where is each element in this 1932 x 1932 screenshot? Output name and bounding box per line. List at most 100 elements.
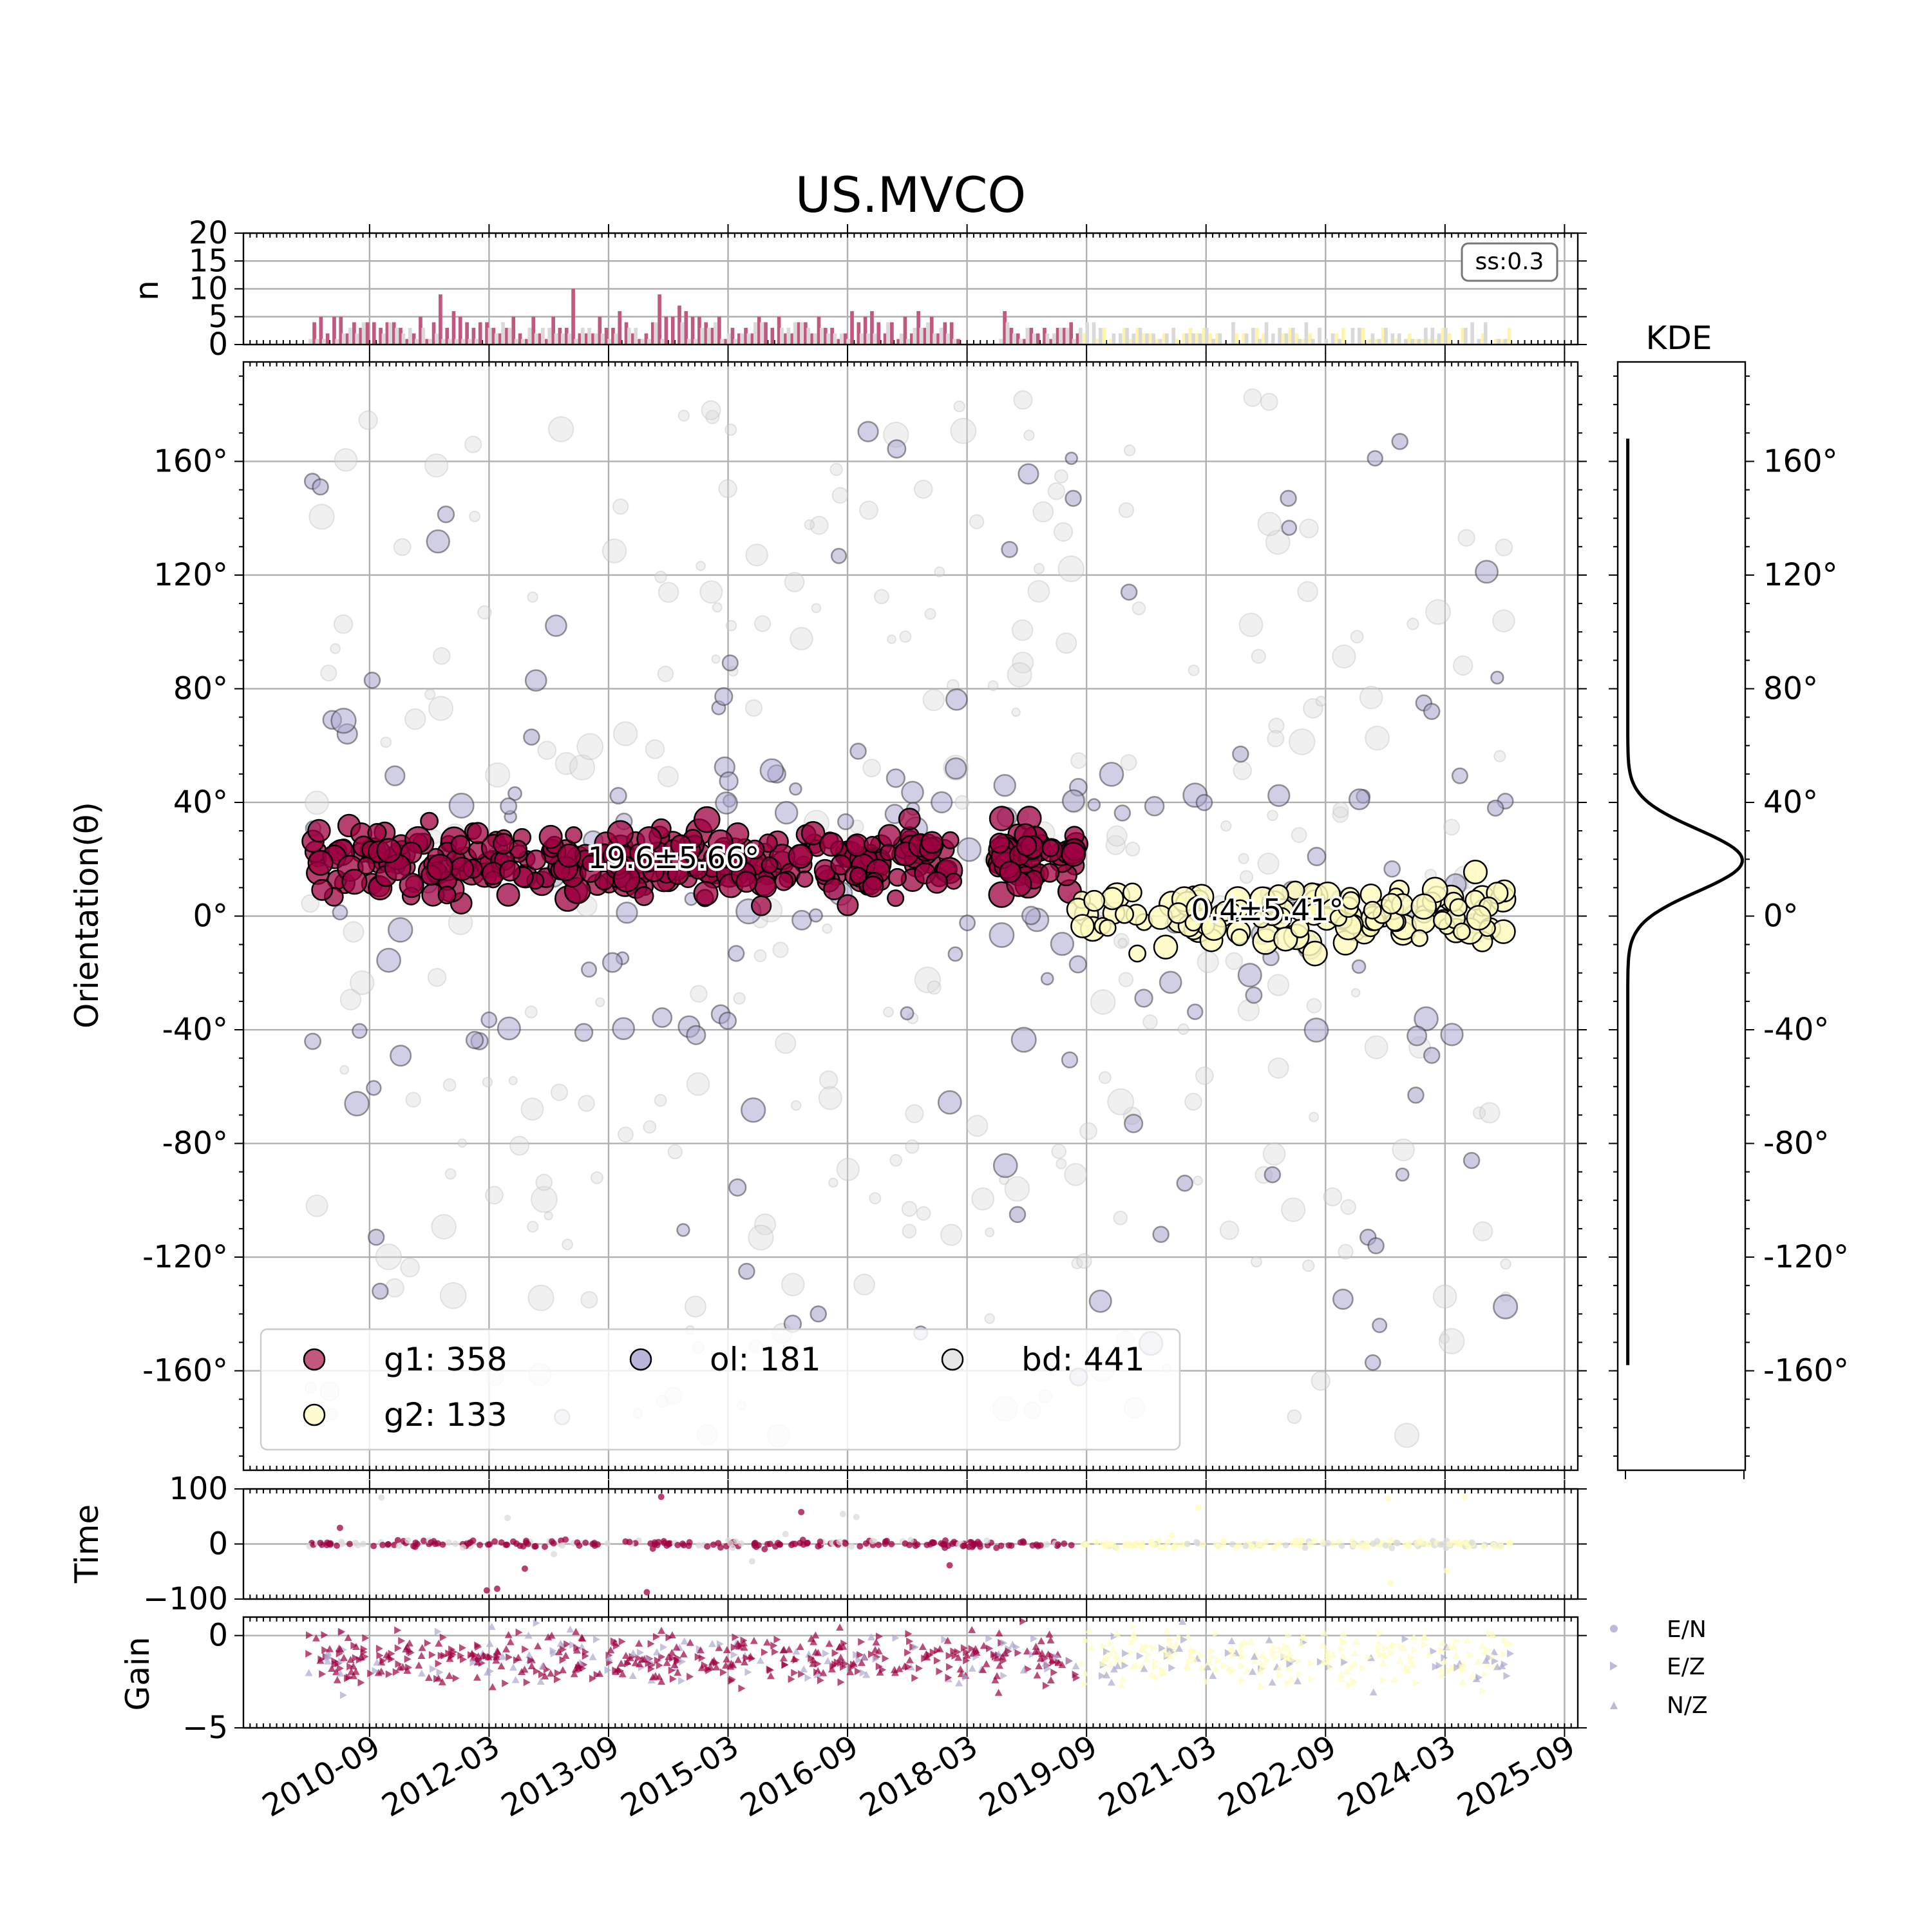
hist-bar-bd (1271, 333, 1275, 345)
hist-bar-g2 (1408, 333, 1412, 345)
hist-bar-bd (1151, 333, 1156, 345)
point-bd (1268, 717, 1285, 734)
point-ol (448, 792, 475, 819)
x-axis-labels: 2010-092012-032013-092015-032016-092018-… (256, 1728, 1581, 1824)
point-bd (836, 1157, 860, 1181)
point-bd (1311, 1371, 1331, 1391)
gain-point (549, 1647, 557, 1655)
hist-bar-g2 (1494, 339, 1498, 345)
gain-point (770, 1642, 778, 1650)
gain-point (995, 1629, 1003, 1637)
hist-bar-bd (428, 339, 432, 345)
gain-point (1343, 1667, 1351, 1675)
gain-point (1300, 1634, 1308, 1642)
point-bd (954, 795, 970, 810)
gain-point (1221, 1662, 1229, 1670)
time-point (459, 1544, 466, 1551)
gain-point (871, 1645, 880, 1653)
gain-point (640, 1655, 649, 1663)
hist-bar-bd (1092, 322, 1096, 345)
point-g1 (693, 880, 719, 906)
gain-point (996, 1662, 1004, 1669)
point-g2 (1432, 911, 1452, 931)
gain-point (1046, 1676, 1055, 1683)
point-bd (375, 1243, 402, 1271)
point-ol (524, 669, 547, 692)
time-point (445, 1539, 452, 1546)
gain-point (428, 1651, 436, 1659)
hist-bar-g1 (870, 311, 874, 345)
hist-bar-g2 (1215, 333, 1219, 345)
hist-bar-bd (494, 333, 498, 345)
hist-bar-g2 (1507, 328, 1511, 345)
gain-point (767, 1666, 775, 1674)
point-ol (1395, 1167, 1410, 1182)
point-ol (1406, 1025, 1428, 1046)
hist-bar-bd (660, 339, 665, 345)
time-point (1255, 1540, 1262, 1548)
hist-bar-bd (1390, 333, 1395, 345)
point-g1 (920, 831, 943, 854)
point-bd (595, 997, 605, 1007)
gain-point (629, 1672, 637, 1680)
gain-point (1046, 1636, 1055, 1643)
point-bd (1309, 1112, 1320, 1122)
hist-bar-g1 (584, 333, 589, 345)
gain-point (936, 1667, 943, 1676)
hist-bar-g1 (498, 333, 502, 345)
hist-bar-bd (1463, 328, 1468, 345)
hist-bar-bd (507, 328, 512, 345)
point-bd (1053, 522, 1074, 542)
point-g1 (945, 872, 963, 890)
gain-point (1033, 1671, 1041, 1679)
hist-bar-g2 (1188, 328, 1193, 345)
gain-point (325, 1645, 334, 1653)
ss-badge-label: ss:0.3 (1475, 249, 1544, 275)
point-bd (554, 752, 578, 775)
gain-point (679, 1658, 687, 1666)
point-g2 (1122, 882, 1142, 903)
gain-point (1187, 1645, 1195, 1653)
point-bd (1239, 870, 1254, 884)
point-g2 (1449, 898, 1468, 917)
point-ol (1113, 804, 1132, 822)
gain-point (1132, 1634, 1139, 1643)
gain-point (1184, 1633, 1192, 1640)
hist-bar-bd (421, 328, 426, 345)
point-ol (1068, 955, 1087, 974)
point-ol (1414, 1006, 1439, 1032)
point-ol (367, 1228, 385, 1246)
gain-point (1204, 1678, 1211, 1686)
point-bd (1315, 696, 1327, 707)
gain-point (858, 1638, 866, 1646)
gain-point (916, 1664, 923, 1672)
gain-point (855, 1656, 863, 1664)
time-point (391, 1542, 398, 1549)
gain-point (527, 1662, 536, 1670)
point-bd (424, 688, 436, 700)
gain-point (836, 1624, 844, 1631)
point-bd (953, 400, 965, 413)
point-bd (485, 762, 511, 788)
time-point (1164, 1539, 1171, 1546)
gain-point (467, 1651, 475, 1659)
point-g2 (1184, 914, 1202, 932)
gain-point (860, 1654, 868, 1662)
gain-point (882, 1654, 889, 1663)
gain-point (1159, 1644, 1166, 1653)
gain-point (1037, 1637, 1045, 1645)
gain-point (1474, 1658, 1482, 1665)
hist-bar-g2 (1082, 333, 1086, 345)
gain-point (985, 1634, 993, 1643)
gain-point (723, 1655, 731, 1663)
time-point (562, 1536, 569, 1543)
gain-point (572, 1627, 580, 1635)
point-g1 (878, 824, 902, 848)
x-tick-label: 2016-09 (734, 1728, 864, 1824)
hist-bar-g1 (1075, 333, 1080, 345)
point-bd (1197, 951, 1219, 974)
time-point (729, 1544, 736, 1551)
point-bd (590, 1171, 603, 1184)
gain-point (1142, 1655, 1151, 1663)
